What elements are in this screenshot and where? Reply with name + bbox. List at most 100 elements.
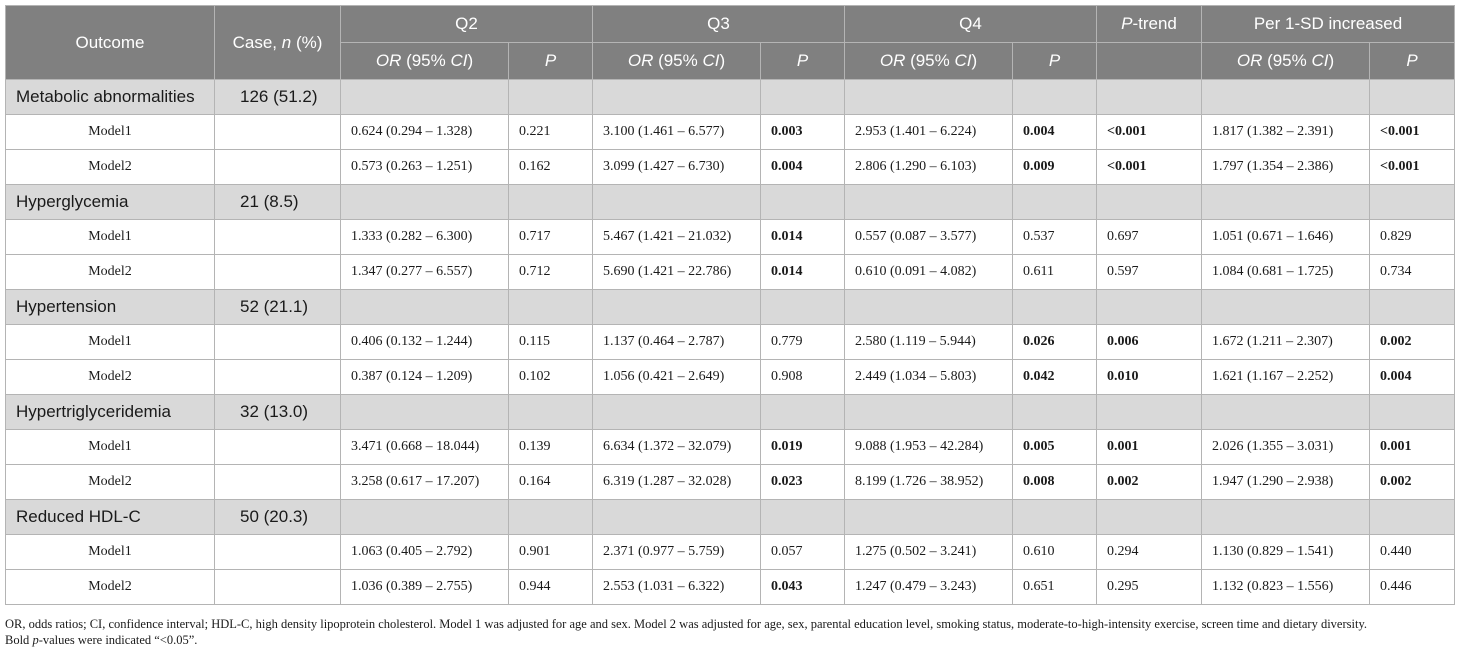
q3-or-ci: 1.137 (0.464 – 2.787) xyxy=(592,324,761,360)
per-sd-p-value: 0.734 xyxy=(1369,254,1455,290)
empty-cell xyxy=(508,184,593,220)
empty-cell xyxy=(508,394,593,430)
q3-p-value: 0.003 xyxy=(760,114,845,150)
p-trend-value: 0.002 xyxy=(1096,464,1202,500)
header-case-suffix: (%) xyxy=(291,32,323,52)
empty-cell xyxy=(214,114,341,150)
empty-cell xyxy=(1012,499,1097,535)
empty-cell xyxy=(1012,79,1097,115)
empty-cell xyxy=(1369,394,1455,430)
q4-p-value: 0.005 xyxy=(1012,429,1097,465)
outcome-name: Hypertension xyxy=(5,289,215,325)
model-name: Model2 xyxy=(5,359,215,395)
model-name: Model1 xyxy=(5,219,215,255)
empty-cell xyxy=(1201,184,1370,220)
empty-cell xyxy=(592,499,761,535)
model-row: Model1 0.406 (0.132 – 1.244) 0.115 1.137 (0… xyxy=(5,324,1455,360)
header-p-trend-rest: -trend xyxy=(1132,14,1177,33)
per-sd-p-value: <0.001 xyxy=(1369,149,1455,185)
per-sd-p-value: 0.446 xyxy=(1369,569,1455,605)
empty-cell xyxy=(1096,499,1202,535)
per-sd-or-ci: 1.672 (1.211 – 2.307) xyxy=(1201,324,1370,360)
empty-cell xyxy=(1096,79,1202,115)
q4-or-ci: 9.088 (1.953 – 42.284) xyxy=(844,429,1013,465)
header-q3: Q3 xyxy=(592,5,845,43)
q2-p-value: 0.221 xyxy=(508,114,593,150)
q2-p-value: 0.102 xyxy=(508,359,593,395)
empty-cell xyxy=(214,464,341,500)
q4-or-ci: 1.275 (0.502 – 3.241) xyxy=(844,534,1013,570)
empty-cell xyxy=(1369,184,1455,220)
p-trend-value: 0.006 xyxy=(1096,324,1202,360)
subheader-or-ci: OR (95% CI) xyxy=(1201,42,1370,80)
empty-cell xyxy=(760,394,845,430)
case-count: 21 (8.5) xyxy=(214,184,341,220)
empty-cell xyxy=(214,359,341,395)
p-trend-value: 0.697 xyxy=(1096,219,1202,255)
empty-cell xyxy=(214,534,341,570)
subheader-ci: CI xyxy=(450,51,468,70)
empty-cell xyxy=(214,569,341,605)
outcome-name: Hypertriglyceridemia xyxy=(5,394,215,430)
q4-or-ci: 1.247 (0.479 – 3.243) xyxy=(844,569,1013,605)
q4-p-value: 0.004 xyxy=(1012,114,1097,150)
p-trend-value: 0.295 xyxy=(1096,569,1202,605)
q4-p-value: 0.537 xyxy=(1012,219,1097,255)
subheader-p-label: P xyxy=(1406,51,1418,70)
model-name: Model2 xyxy=(5,254,215,290)
empty-cell xyxy=(592,184,761,220)
q2-or-ci: 0.387 (0.124 – 1.209) xyxy=(340,359,509,395)
empty-cell xyxy=(592,394,761,430)
subheader-p: P xyxy=(1012,42,1097,80)
per-sd-or-ci: 1.051 (0.671 – 1.646) xyxy=(1201,219,1370,255)
empty-cell xyxy=(340,79,509,115)
header-q4: Q4 xyxy=(844,5,1097,43)
table-body: Metabolic abnormalities 126 (51.2) Model1 0… xyxy=(5,79,1455,605)
q2-p-value: 0.115 xyxy=(508,324,593,360)
q2-or-ci: 0.624 (0.294 – 1.328) xyxy=(340,114,509,150)
results-table-container: Outcome Case, n (%) Q2 Q3 Q4 P-trend Per… xyxy=(5,5,1455,605)
empty-cell xyxy=(214,219,341,255)
per-sd-or-ci: 1.621 (1.167 – 2.252) xyxy=(1201,359,1370,395)
outcome-group-row: Metabolic abnormalities 126 (51.2) xyxy=(5,79,1455,115)
empty-cell xyxy=(214,254,341,290)
empty-cell xyxy=(760,289,845,325)
per-sd-or-ci: 1.132 (0.823 – 1.556) xyxy=(1201,569,1370,605)
empty-cell xyxy=(1012,394,1097,430)
q2-p-value: 0.944 xyxy=(508,569,593,605)
model-row: Model1 3.471 (0.668 – 18.044) 0.139 6.634 (… xyxy=(5,429,1455,465)
empty-cell xyxy=(844,184,1013,220)
empty-cell xyxy=(760,184,845,220)
q3-p-value: 0.779 xyxy=(760,324,845,360)
model-name: Model1 xyxy=(5,114,215,150)
q3-or-ci: 1.056 (0.421 – 2.649) xyxy=(592,359,761,395)
q2-p-value: 0.712 xyxy=(508,254,593,290)
q3-p-value: 0.908 xyxy=(760,359,845,395)
subheader-or: OR xyxy=(879,51,906,70)
empty-cell xyxy=(1369,499,1455,535)
empty-cell xyxy=(760,499,845,535)
empty-cell xyxy=(844,79,1013,115)
subheader-empty xyxy=(1096,42,1202,80)
empty-cell xyxy=(844,289,1013,325)
per-sd-p-value: 0.440 xyxy=(1369,534,1455,570)
q2-or-ci: 3.471 (0.668 – 18.044) xyxy=(340,429,509,465)
q3-p-value: 0.043 xyxy=(760,569,845,605)
model-name: Model1 xyxy=(5,534,215,570)
empty-cell xyxy=(508,289,593,325)
q3-p-value: 0.019 xyxy=(760,429,845,465)
outcome-group-row: Hypertension 52 (21.1) xyxy=(5,289,1455,325)
model-row: Model1 1.063 (0.405 – 2.792) 0.901 2.371 (0… xyxy=(5,534,1455,570)
q3-or-ci: 2.553 (1.031 – 6.322) xyxy=(592,569,761,605)
per-sd-or-ci: 1.084 (0.681 – 1.725) xyxy=(1201,254,1370,290)
empty-cell xyxy=(340,184,509,220)
subheader-or-ci: OR (95% CI) xyxy=(340,42,509,80)
table-footnote: OR, odds ratios; CI, confidence interval… xyxy=(5,616,1455,648)
empty-cell xyxy=(508,499,593,535)
empty-cell xyxy=(1201,499,1370,535)
footnote-line-2-prefix: Bold xyxy=(5,633,33,647)
model-row: Model2 3.258 (0.617 – 17.207) 0.164 6.319 (… xyxy=(5,464,1455,500)
q2-p-value: 0.901 xyxy=(508,534,593,570)
empty-cell xyxy=(1201,394,1370,430)
header-p-trend-p: P xyxy=(1121,14,1133,33)
